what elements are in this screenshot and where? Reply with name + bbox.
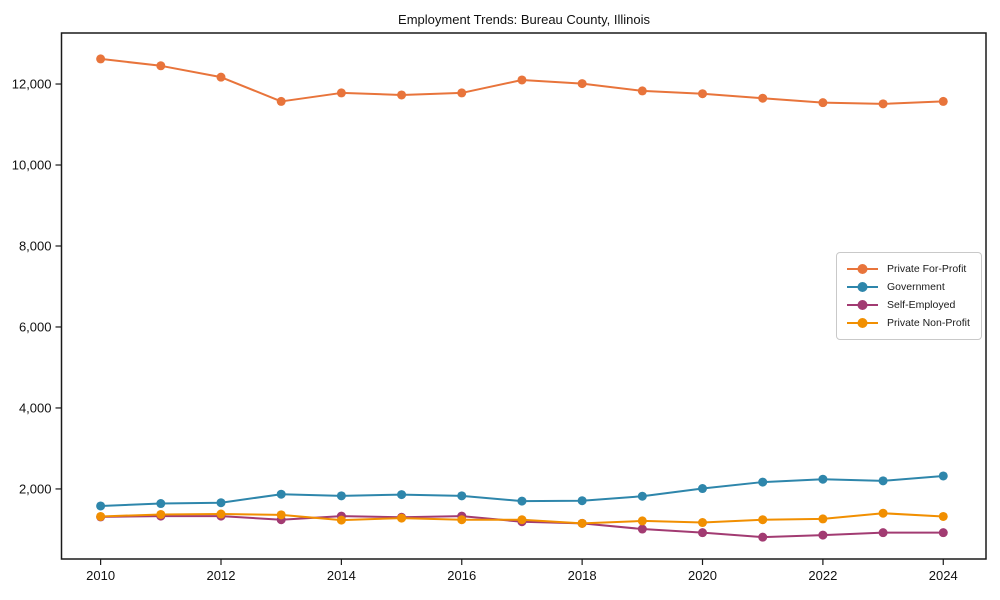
x-tick-label: 2018 bbox=[568, 568, 597, 583]
data-point-private-non-profit-2013 bbox=[276, 510, 286, 520]
legend-marker-private-for-profit-icon bbox=[847, 264, 878, 274]
legend: Private For-Profit Government Self-Employe… bbox=[836, 252, 982, 340]
x-tick-label: 2016 bbox=[447, 568, 476, 583]
data-point-private-non-profit-2017 bbox=[517, 515, 527, 525]
x-tick-label: 2010 bbox=[86, 568, 115, 583]
data-point-government-2011 bbox=[156, 499, 166, 509]
data-point-government-2024 bbox=[938, 471, 948, 481]
data-point-private-non-profit-2018 bbox=[577, 518, 587, 528]
legend-label: Private Non-Profit bbox=[887, 317, 970, 329]
data-point-private-for-profit-2018 bbox=[577, 79, 587, 89]
data-point-private-for-profit-2020 bbox=[698, 89, 708, 99]
data-point-private-for-profit-2016 bbox=[457, 88, 467, 98]
data-point-private-for-profit-2012 bbox=[216, 72, 226, 82]
data-point-private-for-profit-2023 bbox=[878, 99, 888, 109]
data-point-private-for-profit-2017 bbox=[517, 75, 527, 85]
data-point-private-for-profit-2014 bbox=[336, 88, 346, 98]
data-point-government-2018 bbox=[577, 496, 587, 506]
data-point-government-2020 bbox=[698, 484, 708, 494]
legend-marker-government-icon bbox=[847, 282, 878, 292]
data-point-government-2014 bbox=[336, 491, 346, 501]
data-point-private-non-profit-2016 bbox=[457, 515, 467, 525]
data-point-government-2023 bbox=[878, 476, 888, 486]
legend-label: Government bbox=[887, 281, 945, 293]
data-point-private-non-profit-2015 bbox=[397, 513, 407, 523]
x-tick-label: 2014 bbox=[327, 568, 356, 583]
y-tick-label: 2,000 bbox=[19, 481, 52, 496]
legend-item-private-for-profit: Private For-Profit bbox=[846, 260, 970, 278]
y-tick-label: 12,000 bbox=[12, 77, 52, 92]
data-point-government-2016 bbox=[457, 491, 467, 501]
data-point-government-2021 bbox=[758, 477, 768, 487]
data-point-private-non-profit-2010 bbox=[96, 511, 106, 521]
data-point-government-2017 bbox=[517, 496, 527, 506]
x-tick-label: 2020 bbox=[688, 568, 717, 583]
data-point-private-non-profit-2023 bbox=[878, 508, 888, 518]
data-point-government-2015 bbox=[397, 490, 407, 500]
data-point-self-employed-2019 bbox=[637, 524, 647, 534]
data-point-private-non-profit-2012 bbox=[216, 509, 226, 519]
legend-marker-private-non-profit-icon bbox=[847, 318, 878, 328]
data-point-private-non-profit-2019 bbox=[637, 516, 647, 526]
x-tick-label: 2012 bbox=[207, 568, 236, 583]
data-point-government-2022 bbox=[818, 474, 828, 484]
y-tick-label: 10,000 bbox=[12, 158, 52, 173]
data-point-self-employed-2021 bbox=[758, 532, 768, 542]
data-point-private-for-profit-2022 bbox=[818, 98, 828, 108]
legend-item-private-non-profit: Private Non-Profit bbox=[846, 314, 970, 332]
legend-item-government: Government bbox=[846, 278, 970, 296]
data-point-private-for-profit-2010 bbox=[96, 54, 106, 64]
data-point-private-non-profit-2024 bbox=[938, 511, 948, 521]
data-point-private-for-profit-2011 bbox=[156, 61, 166, 71]
data-point-private-for-profit-2019 bbox=[637, 86, 647, 96]
data-point-private-non-profit-2011 bbox=[156, 509, 166, 519]
x-tick-label: 2022 bbox=[808, 568, 837, 583]
y-tick-label: 4,000 bbox=[19, 400, 52, 415]
legend-label: Private For-Profit bbox=[887, 263, 967, 275]
data-point-self-employed-2023 bbox=[878, 528, 888, 538]
y-tick-label: 8,000 bbox=[19, 238, 52, 253]
data-point-private-for-profit-2015 bbox=[397, 90, 407, 100]
x-tick-label: 2024 bbox=[929, 568, 958, 583]
data-point-government-2013 bbox=[276, 489, 286, 499]
data-point-private-for-profit-2021 bbox=[758, 93, 768, 103]
data-point-government-2019 bbox=[637, 491, 647, 501]
data-point-private-for-profit-2013 bbox=[276, 96, 286, 106]
plot-frame bbox=[60, 32, 987, 560]
data-point-private-non-profit-2014 bbox=[336, 515, 346, 525]
data-point-self-employed-2022 bbox=[818, 530, 828, 540]
legend-label: Self-Employed bbox=[887, 299, 956, 311]
data-point-private-non-profit-2020 bbox=[698, 518, 708, 528]
data-point-private-non-profit-2021 bbox=[758, 515, 768, 525]
chart-title: Employment Trends: Bureau County, Illino… bbox=[398, 12, 650, 27]
legend-marker-self-employed-icon bbox=[847, 300, 878, 310]
data-point-government-2012 bbox=[216, 498, 226, 508]
data-point-private-non-profit-2022 bbox=[818, 514, 828, 524]
data-point-self-employed-2020 bbox=[698, 528, 708, 538]
data-point-private-for-profit-2024 bbox=[938, 96, 948, 106]
data-point-government-2010 bbox=[96, 501, 106, 511]
legend-item-self-employed: Self-Employed bbox=[846, 296, 970, 314]
y-tick-label: 6,000 bbox=[19, 319, 52, 334]
data-point-self-employed-2024 bbox=[938, 528, 948, 538]
